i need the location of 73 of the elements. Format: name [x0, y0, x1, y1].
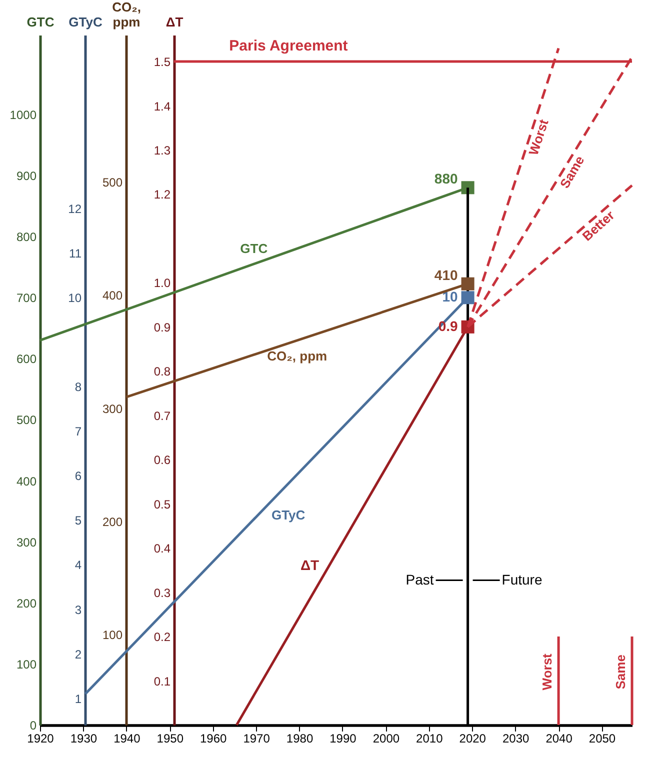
text: Same: [613, 654, 628, 690]
x-tick-label: 1940: [114, 732, 141, 746]
data-label: 0.9: [438, 318, 458, 334]
y-tick-label: 0.6: [154, 453, 171, 468]
x-tick-label: 1950: [156, 732, 184, 746]
x-tick-label: 1980: [286, 732, 314, 746]
y-axis-title: GTC: [26, 14, 55, 30]
x-tick-label: 1970: [243, 732, 270, 746]
y2-tick-label: 5: [74, 514, 82, 528]
y-tick-label: 0.3: [154, 586, 171, 600]
y-tick-label: 200: [16, 596, 37, 610]
y-tick-label: 0.8: [154, 364, 171, 379]
y-tick-label: 400: [16, 474, 37, 488]
x-tick-label: 2020: [459, 732, 486, 746]
x-tick-label: 2040: [546, 732, 573, 746]
y2-tick-label: 3: [74, 602, 82, 617]
y-tick-label: 300: [16, 535, 37, 550]
y-tick-label: 500: [16, 413, 37, 428]
text: Worst: [540, 652, 555, 690]
y-tick-label: 0.4: [154, 542, 171, 556]
x-tick-label: 2000: [372, 732, 400, 746]
y-tick-label: 700: [16, 291, 37, 306]
y-tick-label: 1.5: [154, 55, 171, 70]
x-tick-label: 2010: [416, 732, 444, 746]
data-label: 10: [442, 288, 458, 305]
x-tick-label: 1990: [330, 732, 357, 746]
y-tick-label: 1.3: [154, 144, 171, 158]
y2-tick-label: 2: [74, 647, 82, 662]
x-tick-label: 1920: [27, 732, 54, 746]
y2-axis-title: GTyC: [68, 14, 103, 30]
y-tick-label: 1000: [10, 108, 37, 122]
y2-tick-label: 10: [68, 291, 82, 306]
y-tick-label: 600: [16, 352, 37, 366]
y3-tick-label: 300: [102, 402, 123, 416]
x-tick-label: 1930: [70, 732, 98, 746]
y-tick-label: 0: [30, 718, 37, 732]
annotation: Future: [502, 571, 542, 588]
y2-tick-label: 7: [74, 424, 82, 439]
y-tick-label: 100: [16, 657, 37, 672]
y-tick-label: 0.7: [154, 408, 171, 423]
text: Worst: [526, 116, 552, 158]
y3-tick-label: 200: [102, 514, 123, 529]
y-tick-label: 0.5: [154, 497, 171, 512]
y2-tick-label: 8: [74, 380, 82, 394]
series-label: ΔT: [300, 556, 320, 573]
series-label: GTC: [240, 240, 268, 256]
series-label: Paris Agreement: [229, 38, 348, 55]
series-label: GTyC: [271, 508, 306, 523]
x-tick-label: 1960: [200, 732, 228, 746]
y-tick-label: 1.2: [154, 188, 171, 202]
series-label: CO₂, ppm: [267, 348, 328, 364]
y3-axis-title: CO₂, ppm: [112, 0, 141, 30]
x-tick-label: 2050: [588, 732, 616, 746]
y-tick-label: 900: [16, 168, 37, 183]
annotation: Past: [406, 571, 434, 588]
y2-tick-label: 6: [74, 469, 82, 484]
data-label: 880: [434, 170, 458, 187]
y2-tick-label: 11: [69, 246, 82, 261]
y3-tick-label: 500: [102, 176, 123, 190]
y2-tick-label: 12: [68, 202, 82, 216]
y-tick-label: 0.1: [154, 674, 171, 688]
y3-tick-label: 400: [102, 288, 123, 303]
y-tick-label: 0.9: [154, 320, 171, 334]
x-tick-label: 2030: [502, 732, 530, 746]
data-label: 410: [434, 266, 458, 283]
y-tick-label: 0.2: [154, 630, 171, 644]
y2-tick-label: 1: [74, 692, 82, 706]
y-axis-title: ΔT: [166, 14, 184, 30]
y3-tick-label: 100: [102, 628, 123, 642]
y-tick-label: 800: [16, 230, 37, 244]
y-tick-label: 1.0: [154, 276, 171, 290]
y-tick-label: 1.4: [154, 99, 171, 114]
y2-tick-label: 4: [74, 558, 82, 572]
